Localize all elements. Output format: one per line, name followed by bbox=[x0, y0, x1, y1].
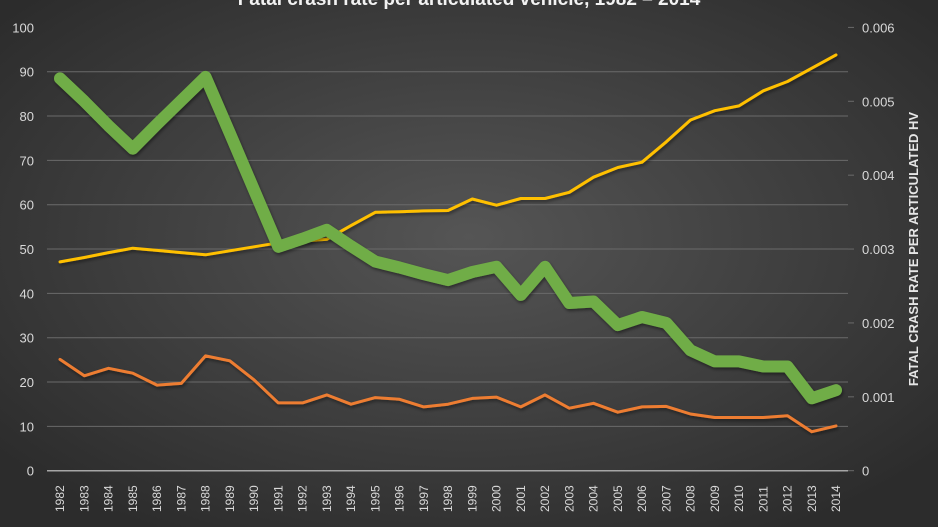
x-tick-label: 2005 bbox=[611, 485, 625, 512]
x-tick-label: 1991 bbox=[271, 485, 285, 512]
x-tick-label: 1997 bbox=[417, 485, 431, 512]
x-tick-label: 1988 bbox=[199, 485, 213, 512]
y-tick-label: 60 bbox=[20, 198, 34, 213]
y-tick-label: 0 bbox=[27, 464, 34, 479]
y2-tick-label: 0.005 bbox=[862, 94, 895, 109]
x-tick-label: 2000 bbox=[490, 485, 504, 512]
y2-tick-label: 0.006 bbox=[862, 20, 895, 35]
x-tick-label: 1998 bbox=[441, 485, 455, 512]
right-axis-ticks: 0 0.001 0.002 0.003 0.004 0.005 0.006 bbox=[848, 20, 895, 479]
x-tick-label: 1982 bbox=[53, 485, 67, 512]
series-line-orange bbox=[58, 354, 838, 434]
y-tick-label: 10 bbox=[20, 419, 34, 434]
y2-tick-label: 0.003 bbox=[862, 242, 895, 257]
x-tick-label: 1992 bbox=[296, 485, 310, 512]
left-axis-ticks: 0 10 20 30 40 50 60 70 80 90 100 bbox=[12, 20, 34, 478]
x-tick-label: 2002 bbox=[538, 485, 552, 512]
right-axis-label: FATAL CRASH RATE PER ARTICULATED HV bbox=[906, 112, 921, 387]
x-tick-label: 1995 bbox=[368, 485, 382, 512]
y2-tick-label: 0 bbox=[862, 464, 869, 479]
x-tick-label: 2006 bbox=[635, 485, 649, 512]
x-tick-label: 2009 bbox=[708, 485, 722, 512]
x-tick-label: 2004 bbox=[587, 485, 601, 512]
x-tick-label: 2003 bbox=[562, 485, 576, 512]
y-tick-label: 80 bbox=[20, 109, 34, 124]
x-tick-label: 2013 bbox=[805, 485, 819, 512]
y2-tick-label: 0.004 bbox=[862, 168, 895, 183]
x-tick-label: 2012 bbox=[781, 485, 795, 512]
x-tick-label: 2014 bbox=[829, 485, 843, 512]
y-tick-label: 70 bbox=[20, 153, 34, 168]
x-tick-label: 2001 bbox=[514, 485, 528, 512]
x-tick-label: 1994 bbox=[344, 485, 358, 512]
x-tick-label: 1989 bbox=[223, 485, 237, 512]
x-tick-label: 2010 bbox=[732, 485, 746, 512]
x-tick-label: 2008 bbox=[684, 485, 698, 512]
y2-tick-label: 0.001 bbox=[862, 390, 895, 405]
y2-tick-label: 0.002 bbox=[862, 316, 895, 331]
x-tick-label: 2007 bbox=[659, 485, 673, 512]
y-tick-label: 40 bbox=[20, 286, 34, 301]
y-tick-label: 50 bbox=[20, 242, 34, 257]
y-tick-label: 30 bbox=[20, 331, 34, 346]
series-lines bbox=[54, 53, 842, 434]
series-line-green bbox=[54, 70, 842, 405]
x-tick-label: 2011 bbox=[756, 486, 770, 512]
x-tick-label: 1984 bbox=[102, 485, 116, 512]
x-tick-label: 1987 bbox=[174, 485, 188, 512]
x-tick-label: 1983 bbox=[77, 485, 91, 512]
x-tick-label: 1993 bbox=[320, 485, 334, 512]
x-tick-label: 1986 bbox=[150, 485, 164, 512]
x-tick-label: 1999 bbox=[465, 485, 479, 512]
series-line-yellow bbox=[58, 53, 838, 264]
x-tick-label: 1990 bbox=[247, 485, 261, 512]
y-tick-label: 20 bbox=[20, 375, 34, 390]
x-tick-label: 1996 bbox=[393, 485, 407, 512]
y-tick-label: 90 bbox=[20, 65, 34, 80]
y-tick-label: 100 bbox=[12, 20, 34, 35]
x-axis-ticks: 1982 1983 1984 1985 1986 1987 1988 1989 1990 1991… bbox=[53, 485, 843, 512]
x-tick-label: 1985 bbox=[126, 485, 140, 512]
chart-title: Fatal crash rate per articulated vehicle… bbox=[238, 0, 701, 10]
